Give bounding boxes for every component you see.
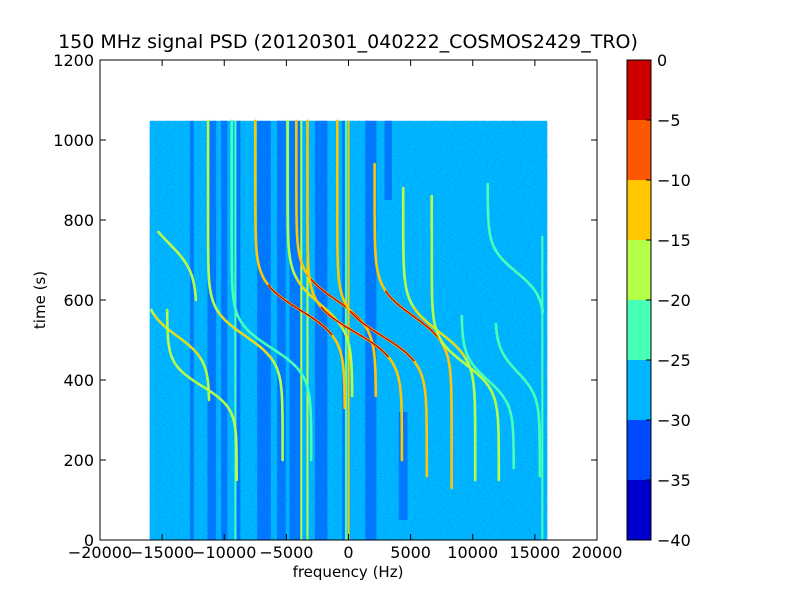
doppler-track-10 bbox=[373, 162, 453, 490]
colorbar-segment-6 bbox=[627, 120, 651, 180]
dark-band-6 bbox=[289, 120, 301, 540]
doppler-track-13 bbox=[460, 314, 516, 470]
colorbar-tick-label: −40 bbox=[657, 531, 691, 550]
doppler-track-line-7 bbox=[294, 119, 378, 398]
doppler-track-line-6 bbox=[286, 119, 354, 398]
x-tick-label: 15000 bbox=[509, 543, 560, 562]
doppler-track-1 bbox=[165, 308, 238, 482]
doppler-track-0 bbox=[150, 308, 211, 402]
y-axis: 0 200 400 600 800 1000 1200 bbox=[53, 51, 597, 550]
doppler-track-line-5 bbox=[254, 119, 347, 410]
doppler-track-11 bbox=[401, 186, 477, 482]
x-tick-label: 0 bbox=[343, 543, 353, 562]
doppler-track-line-12 bbox=[430, 194, 501, 482]
doppler-track-2 bbox=[157, 230, 198, 302]
dark-band-9 bbox=[365, 120, 377, 540]
doppler-track-line-15 bbox=[494, 322, 542, 478]
colorbar-segment-5 bbox=[627, 180, 651, 240]
x-axis-label: frequency (Hz) bbox=[293, 563, 404, 581]
chart-title: 150 MHz signal PSD (20120301_040222_COSM… bbox=[58, 31, 638, 53]
y-axis-label: time (s) bbox=[31, 271, 49, 329]
x-tick-label: −5000 bbox=[259, 543, 313, 562]
doppler-track-3 bbox=[206, 119, 284, 462]
dark-band-7 bbox=[314, 120, 328, 540]
x-tick-label: 10000 bbox=[447, 543, 498, 562]
colorbar-segment-3 bbox=[627, 300, 651, 360]
colorbar-tick-label: −15 bbox=[657, 231, 691, 250]
x-axis: −20000−15000−10000 −5000 0 5000 10000 15000 20… bbox=[68, 60, 623, 562]
x-tick-label: −15000 bbox=[130, 543, 194, 562]
doppler-track-line-4 bbox=[230, 119, 313, 462]
doppler-track-peak-3 bbox=[218, 312, 273, 360]
plot-area bbox=[149, 119, 548, 540]
colorbar-segment-2 bbox=[627, 360, 651, 420]
colorbar-tick-label: −25 bbox=[657, 351, 691, 370]
dark-band-4 bbox=[257, 120, 271, 540]
doppler-track-9 bbox=[335, 119, 429, 478]
colorbar-segment-0 bbox=[627, 480, 651, 540]
dark-band-10 bbox=[384, 120, 392, 200]
y-tick-label: 1000 bbox=[53, 131, 94, 150]
y-tick-label: 800 bbox=[63, 211, 94, 230]
x-tick-label: 20000 bbox=[572, 543, 623, 562]
x-tick-label: 5000 bbox=[390, 543, 431, 562]
colorbar-tick-label: −20 bbox=[657, 291, 691, 310]
doppler-track-peak-9 bbox=[349, 310, 415, 362]
doppler-track-peak-8 bbox=[320, 306, 390, 358]
y-tick-label: 200 bbox=[63, 451, 94, 470]
doppler-track-15 bbox=[494, 322, 542, 478]
doppler-track-7 bbox=[294, 119, 378, 398]
doppler-track-14 bbox=[486, 182, 545, 314]
y-tick-label: 400 bbox=[63, 371, 94, 390]
colorbar-segment-4 bbox=[627, 240, 651, 300]
doppler-track-line-3 bbox=[206, 119, 284, 462]
doppler-track-4 bbox=[230, 119, 313, 462]
doppler-track-line-1 bbox=[165, 308, 238, 482]
doppler-track-peak-0 bbox=[153, 313, 201, 359]
colorbar-tick-label: −35 bbox=[657, 471, 691, 490]
doppler-track-peak-11 bbox=[412, 306, 466, 358]
doppler-track-12 bbox=[430, 194, 501, 482]
doppler-track-line-14 bbox=[486, 182, 545, 314]
doppler-track-line-8 bbox=[306, 119, 404, 462]
y-tick-label: 0 bbox=[84, 531, 94, 550]
colorbar: 0 −5 −10 −15 −20 −25 −30 −35 −40 bbox=[626, 51, 691, 550]
doppler-track-peak-7 bbox=[307, 274, 366, 326]
heatmap-layer bbox=[149, 119, 548, 540]
doppler-track-5 bbox=[254, 119, 347, 410]
colorbar-tick-label: −5 bbox=[657, 111, 681, 130]
doppler-track-peak-5 bbox=[267, 284, 333, 336]
colorbar-tick-label: 0 bbox=[657, 51, 667, 70]
y-tick-label: 1200 bbox=[53, 51, 94, 70]
dark-band-5 bbox=[277, 120, 286, 540]
doppler-track-line-13 bbox=[460, 314, 516, 470]
colorbar-tick-label: −10 bbox=[657, 171, 691, 190]
colorbar-segment-1 bbox=[627, 420, 651, 480]
dark-band-2 bbox=[221, 120, 228, 540]
colorbar-tick-label: −30 bbox=[657, 411, 691, 430]
y-tick-label: 600 bbox=[63, 291, 94, 310]
colorbar-segment-7 bbox=[627, 60, 651, 120]
doppler-track-line-2 bbox=[157, 230, 198, 302]
dark-band-0 bbox=[190, 120, 194, 540]
doppler-track-peak-10 bbox=[384, 290, 442, 342]
doppler-track-8 bbox=[306, 119, 404, 462]
doppler-track-line-9 bbox=[335, 119, 429, 478]
x-tick-label: −20000 bbox=[68, 543, 132, 562]
dark-band-11 bbox=[398, 412, 408, 520]
x-tick-label: −10000 bbox=[192, 543, 256, 562]
dark-band-1 bbox=[207, 120, 217, 540]
